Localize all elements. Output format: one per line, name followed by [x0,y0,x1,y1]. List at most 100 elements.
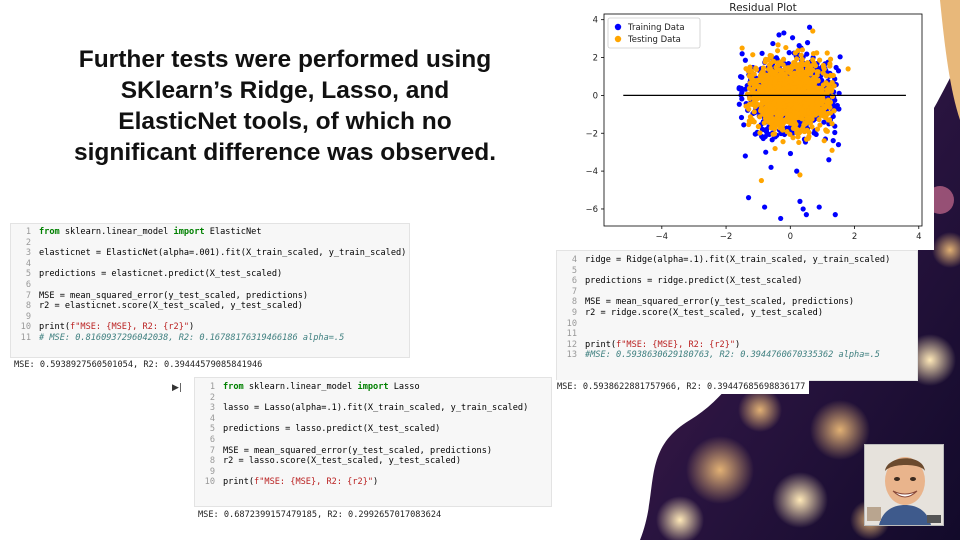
data-point [799,116,805,122]
data-point [775,48,781,54]
data-point [804,96,810,102]
elasticnet-code-cell[interactable]: 1 from sklearn.linear_model import Elasti… [10,223,410,358]
data-point [777,125,783,131]
line-number: 4 [571,255,577,265]
data-point [810,67,816,73]
data-point [762,204,768,210]
data-point [817,85,823,91]
data-point [781,71,787,77]
data-point [817,122,823,128]
code-line: 4 [11,259,409,270]
code-line: 12 print(f"MSE: {MSE}, R2: {r2}") [557,340,917,351]
line-number: 11 [566,329,577,340]
data-point [762,112,768,119]
code-line: 3 lasso = Lasso(alpha=.1).fit(X_train_sca… [195,403,551,414]
data-point [739,96,745,102]
data-point [745,195,752,201]
data-point [759,70,765,76]
line-number: 7 [209,445,215,456]
code-line: 10 print(f"MSE: {MSE}, R2: {r2}") [11,322,409,333]
code-lines: 1 from sklearn.linear_model import Lasso 2… [195,382,551,488]
line-number: 9 [571,307,577,318]
data-point [783,44,789,51]
residual-plot-svg: Residual Plot −4 −2 0 2 4 4 2 0 −2 −4 −6 Training Da… [585,2,923,242]
elasticnet-output: MSE: 0.5938927560501054, R2: 0.394445790… [10,358,267,372]
data-point [753,90,759,97]
data-point [776,84,782,90]
data-point [829,93,836,100]
data-point [742,57,748,63]
data-point [768,164,774,170]
data-point [786,84,792,90]
code-text: MSE = mean_squared_error(y_test_scaled, … [585,297,855,308]
data-point [810,28,816,34]
data-point [741,122,747,128]
data-point [829,147,835,153]
data-point [787,78,793,84]
code-text: predictions = lasso.predict(X_test_scale… [223,424,441,435]
data-point [797,198,803,204]
code-line: 6 predictions = ridge.predict(X_test_scal… [557,276,917,287]
line-number: 13 [566,350,577,361]
data-point [785,111,792,118]
line-number: 1 [209,382,215,392]
data-point [824,50,830,56]
data-point [810,95,816,101]
data-point [804,69,810,75]
code-line: 9 [11,312,409,323]
data-point [774,103,780,109]
data-point [778,76,785,82]
code-line: 5 [557,266,917,277]
code-line: 4 [195,414,551,425]
x-tick-label: −4 [656,232,669,242]
ridge-output: MSE: 0.5938622881757966, R2: 0.394476856… [553,380,810,394]
code-line: 8 r2 = lasso.score(X_test_scaled, y_test_… [195,456,551,467]
data-point [829,121,835,127]
line-number: 6 [209,434,215,445]
code-text: elasticnet = ElasticNet(alpha=.001).fit(… [39,248,407,259]
data-point [832,97,838,103]
line-number: 11 [20,332,31,343]
data-point [747,95,753,102]
data-point [814,69,820,75]
data-point [810,57,816,63]
data-point [775,42,781,48]
data-point [830,138,836,144]
data-point [750,52,756,58]
data-point [782,80,788,86]
data-point [777,59,784,65]
line-number: 2 [25,237,31,248]
lasso-code-cell[interactable]: 1 from sklearn.linear_model import Lasso 2… [194,377,552,507]
code-line: 9 [195,467,551,478]
data-point [836,90,842,96]
data-point [802,103,808,109]
data-point [821,119,827,125]
data-point [767,103,773,109]
data-point [775,73,781,80]
line-number: 5 [25,269,31,280]
code-text: predictions = elasticnet.predict(X_test_… [39,269,283,280]
ridge-code-cell[interactable]: 4 ridge = Ridge(alpha=.1).fit(X_train_sca… [556,250,918,381]
data-point [776,32,782,38]
line-number: 8 [571,297,577,308]
data-point [805,76,811,82]
code-line: 5 predictions = elasticnet.predict(X_test… [11,269,409,280]
data-point [833,104,839,110]
data-point [813,131,819,138]
data-point [827,104,833,111]
run-cell-icon[interactable]: ▶| [172,383,182,393]
code-lines: 1 from sklearn.linear_model import Elasti… [11,227,409,344]
line-number: 5 [209,424,215,435]
code-line: 7 [557,287,917,298]
data-point [746,121,752,128]
data-point [763,56,769,63]
code-text: # MSE: 0.8160937296042038, R2: 0.1678817… [39,332,345,343]
y-tick-label: −2 [585,129,598,139]
plot-frame [603,13,923,227]
legend-marker [614,23,622,31]
x-tick-label: 0 [788,232,793,242]
data-point [757,87,763,93]
data-point [811,88,817,94]
line-number: 7 [25,290,31,301]
data-point [778,80,784,86]
